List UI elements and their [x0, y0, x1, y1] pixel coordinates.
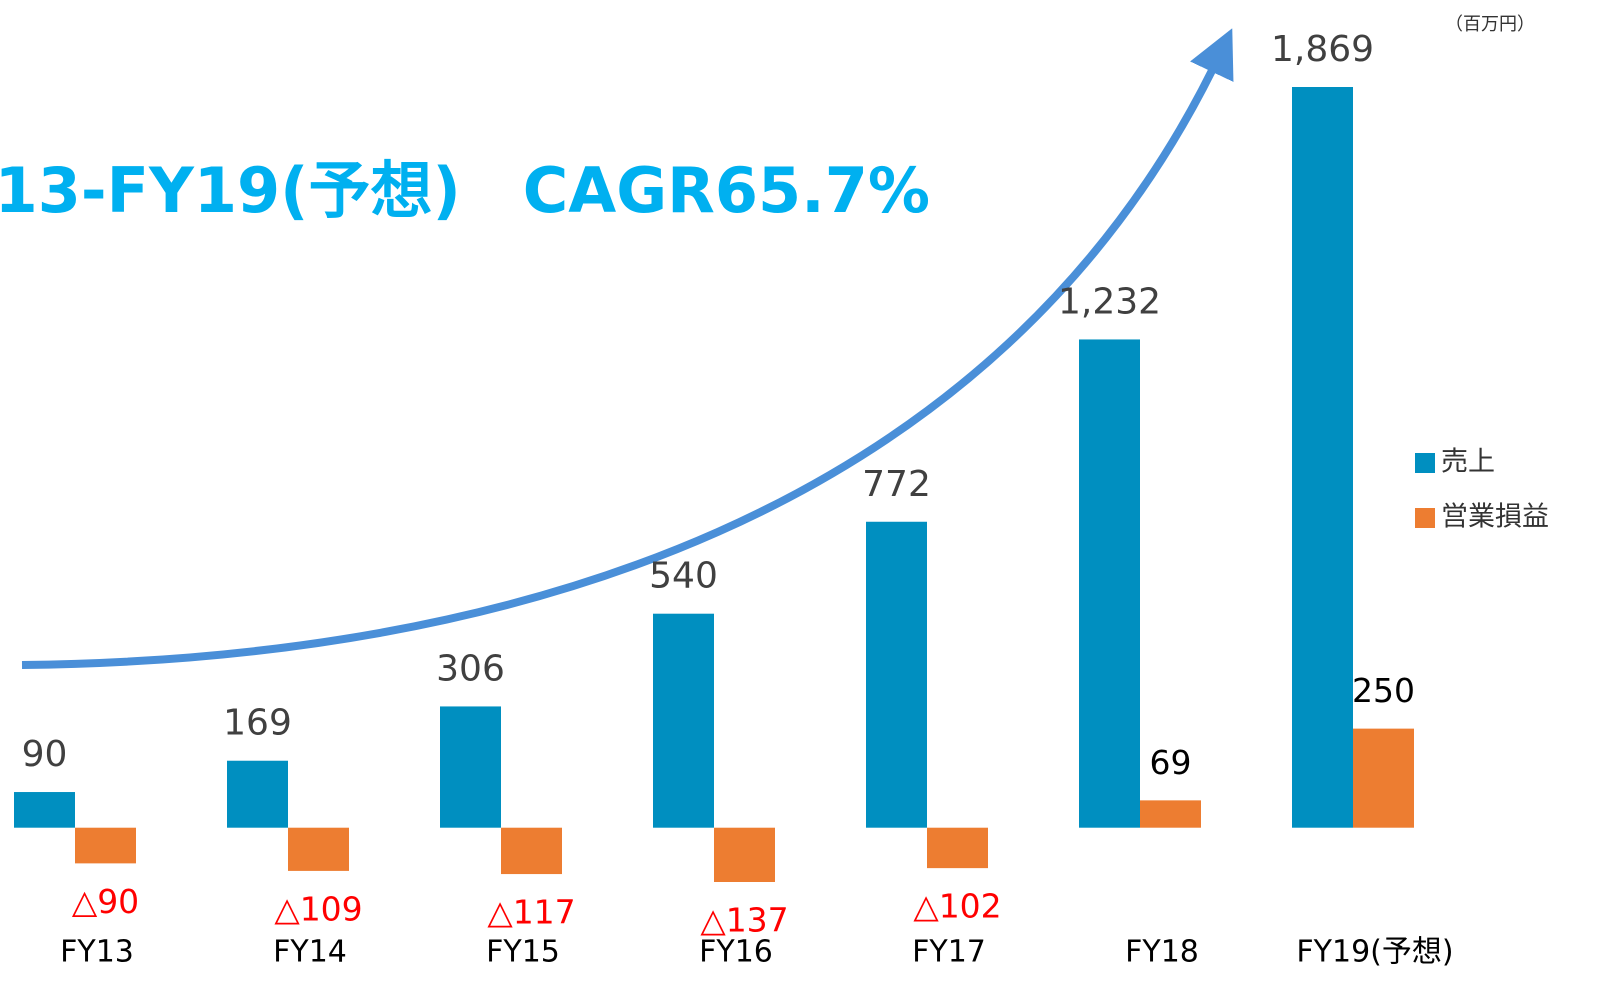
legend-label: 営業損益	[1441, 502, 1549, 533]
data-label: 250	[1352, 671, 1415, 710]
unit-label: （百万円）	[1445, 14, 1535, 35]
data-label: 69	[1150, 743, 1192, 782]
data-label: △117	[487, 893, 575, 932]
bar	[227, 760, 288, 828]
data-label: △90	[72, 882, 139, 921]
bar	[714, 827, 775, 882]
data-label: 306	[436, 648, 505, 689]
bar	[866, 521, 927, 828]
data-label: 90	[22, 734, 68, 775]
data-label: 540	[649, 556, 718, 597]
chart-title: FY13-FY19(予想) CAGR65.7%	[0, 154, 930, 227]
data-label: △137	[700, 901, 788, 940]
data-label: 169	[223, 703, 292, 744]
legend-label: 売上	[1441, 447, 1495, 478]
bar	[1292, 87, 1353, 828]
data-label: 1,232	[1058, 281, 1161, 322]
x-tick-label: FY15	[486, 935, 560, 970]
bar	[14, 792, 75, 828]
bar	[1140, 800, 1201, 828]
data-label: 1,869	[1271, 29, 1374, 70]
data-label: △109	[274, 889, 362, 928]
x-tick-label: FY14	[273, 935, 347, 970]
x-tick-label: FY18	[1125, 935, 1199, 970]
bar	[501, 827, 562, 875]
bar	[927, 827, 988, 869]
x-tick-label: FY13	[60, 935, 134, 970]
bar	[440, 706, 501, 828]
bar	[1353, 728, 1414, 828]
growth-arrow	[21, 28, 1234, 669]
x-tick-label: FY17	[912, 935, 986, 970]
bar	[653, 613, 714, 828]
bar	[1079, 339, 1140, 828]
bar	[75, 827, 136, 864]
legend-swatch	[1415, 453, 1435, 473]
data-label: 772	[862, 464, 931, 505]
x-tick-label: FY16	[699, 935, 773, 970]
legend-swatch	[1415, 508, 1435, 528]
x-tick-label: FY19(予想)	[1296, 935, 1453, 970]
bar	[288, 827, 349, 871]
data-label: △102	[913, 887, 1001, 926]
